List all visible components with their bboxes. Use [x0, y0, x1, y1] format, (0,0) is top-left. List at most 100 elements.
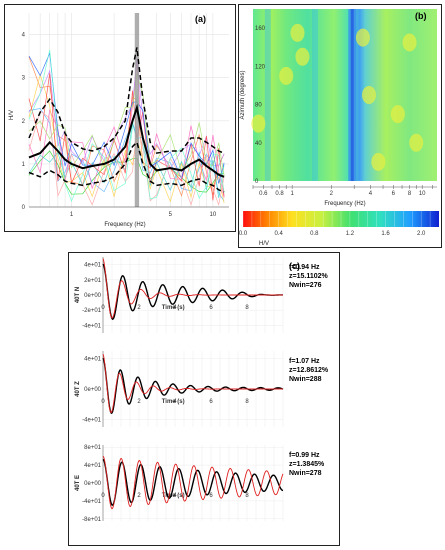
high-hv-blob [390, 105, 405, 124]
x-tick-label: 2 [137, 399, 141, 405]
y-tick-label: -4e+01 [82, 323, 102, 329]
chart-b: 0 40 80 120 160 0.6 0.8 1 2 4 6 8 10 (b) Frequency (… [239, 9, 439, 247]
colorbar-tick-label: 0.8 [310, 231, 319, 237]
damping-annotation: z=1.3845% [289, 461, 325, 468]
colorbar-tick-label: 1.2 [346, 231, 355, 237]
y-tick-label: 4e+01 [84, 463, 102, 469]
a-ylabel: H/V [9, 110, 15, 120]
x-tick-label: 8 [408, 191, 412, 197]
y-tick-label: -8e+01 [82, 517, 102, 523]
synthetic-waveform [102, 353, 283, 413]
high-hv-blob [251, 114, 266, 133]
x-tick-label: 10 [210, 212, 217, 218]
high-hv-blob [402, 33, 417, 52]
mid-hv-streak [312, 9, 319, 181]
x-tick-label: 8 [245, 493, 249, 499]
a-xlabel: Frequency (Hz) [104, 222, 145, 228]
y-tick-label: 0e+00 [84, 293, 102, 299]
frequency-annotation: f=1.07 Hz [289, 358, 320, 365]
y-tick-label: 3 [22, 76, 26, 82]
x-tick-label: 4 [173, 493, 177, 499]
x-tick-label: 4 [173, 399, 177, 405]
panel-b: 0 40 80 120 160 0.6 0.8 1 2 4 6 8 10 (b) Frequency (… [238, 4, 442, 248]
y-tick-label: 0e+00 [84, 481, 102, 487]
x-tick-label: 1 [290, 191, 294, 197]
chart-a: 0 1 2 3 4 1 5 10 (a) Frequency (Hz) H/V [9, 13, 229, 228]
high-hv-blob [409, 133, 424, 152]
x-tick-label: 0 [101, 305, 105, 311]
x-tick-label: 0 [101, 493, 105, 499]
mean-curve [28, 103, 225, 178]
colorbar-tick-label: 2.0 [417, 231, 426, 237]
observed-waveform [102, 263, 283, 321]
subplot-ylabel: 40T N [75, 287, 81, 303]
minus-std-curve [28, 140, 225, 193]
window-curve [28, 110, 225, 207]
colorbar-tick-label: 0.4 [274, 231, 283, 237]
subplot-ylabel: 40T Z [75, 381, 81, 397]
panel-c: (c) 4e+01 2e+01 0e+00 -2e+01 -4e+01 40T N 0 2 4 6… [68, 252, 340, 546]
panel-a-label: (a) [195, 14, 206, 24]
window-curve [28, 49, 225, 203]
high-hv-blob [371, 152, 386, 171]
observed-waveform [102, 357, 284, 415]
synthetic-waveform [102, 258, 283, 319]
x-tick-label: 6 [392, 191, 396, 197]
synthetic-waveform [102, 455, 284, 510]
colorbar-tick-label: 1.6 [381, 231, 390, 237]
waveform-subplot: 8e+01 4e+01 0e+00 -4e+01 -8e+01 40T E 0 2 4 6 8 Tim… [75, 445, 325, 523]
x-tick-label: 4 [369, 191, 373, 197]
x-tick-label: 6 [209, 305, 213, 311]
y-tick-label: 0e+00 [84, 387, 102, 393]
y-tick-label: 1 [22, 162, 26, 168]
damping-annotation: z=12.8612% [289, 367, 329, 374]
y-tick-label: 4e+01 [84, 263, 102, 269]
x-tick-label: 4 [173, 305, 177, 311]
subplot-ylabel: 40T E [75, 475, 81, 491]
x-tick-label: 8 [245, 399, 249, 405]
colorbar-label: H/V [259, 241, 269, 247]
panel-a: 0 1 2 3 4 1 5 10 (a) Frequency (Hz) H/V [4, 4, 236, 232]
y-tick-label: 0 [255, 179, 259, 185]
mid-hv-streak [264, 9, 271, 181]
high-hv-blob [279, 66, 294, 85]
x-tick-label: 0.6 [259, 191, 268, 197]
x-tick-label: 2 [330, 191, 334, 197]
y-tick-label: 0 [22, 205, 26, 211]
x-tick-label: 8 [245, 305, 249, 311]
x-tick-label: 2 [137, 305, 141, 311]
b-xlabel: Frequency (Hz) [324, 201, 365, 207]
window-count-annotation: Nwin=276 [289, 282, 322, 289]
frequency-annotation: f=0.99 Hz [289, 452, 320, 459]
x-tick-label: 1 [70, 212, 74, 218]
high-hv-blob [355, 28, 370, 47]
window-curve [28, 123, 225, 199]
x-axis-label: Time (s) [162, 399, 185, 405]
x-tick-label: 6 [209, 493, 213, 499]
b-ylabel: Azimuth (degrees) [240, 70, 246, 119]
damping-annotation: z=15.1102% [289, 273, 329, 280]
x-tick-label: 5 [169, 212, 173, 218]
y-tick-label: 2e+01 [84, 278, 102, 284]
x-tick-label: 0 [101, 399, 105, 405]
x-tick-label: 0.8 [275, 191, 284, 197]
waveform-subplot: 4e+01 2e+01 0e+00 -2e+01 -4e+01 40T N 0 2 4 6 8 Tim… [75, 257, 329, 333]
window-curve [28, 73, 225, 177]
y-tick-label: -4e+01 [82, 499, 102, 505]
high-hv-blob [295, 47, 310, 66]
x-axis-label: Time (s) [162, 305, 185, 311]
waveform-subplot: 4e+01 0e+00 -4e+01 40T Z 0 2 4 6 8 Time (s) f=1.07… [75, 351, 329, 427]
observed-waveform [102, 458, 284, 506]
panel-b-label: (b) [415, 11, 427, 21]
y-tick-label: 120 [255, 64, 266, 70]
window-curve [28, 58, 225, 170]
y-tick-label: -2e+01 [82, 308, 102, 314]
window-curve [28, 51, 225, 184]
window-count-annotation: Nwin=278 [289, 470, 322, 477]
y-tick-label: 8e+01 [84, 445, 102, 451]
y-tick-label: -4e+01 [82, 417, 102, 423]
panel-c-label: (c) [289, 261, 300, 271]
plus-std-curve [28, 47, 225, 154]
x-tick-label: 10 [419, 191, 426, 197]
y-tick-label: 40 [255, 141, 262, 147]
